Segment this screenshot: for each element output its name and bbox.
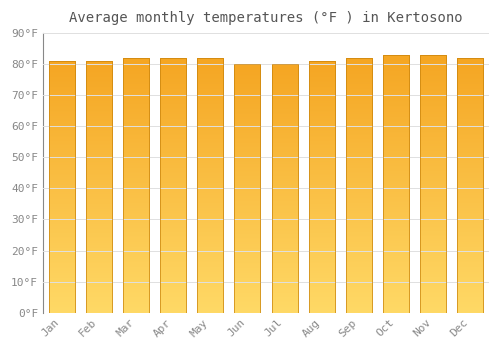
Bar [48,61,74,313]
Bar [458,58,483,313]
Bar [160,58,186,313]
Bar [383,55,409,313]
Bar [420,55,446,313]
Bar [308,61,334,313]
Bar [234,64,260,313]
Bar [197,58,223,313]
Bar [86,61,112,313]
Bar [272,64,297,313]
Bar [123,58,149,313]
Bar [346,58,372,313]
Title: Average monthly temperatures (°F ) in Kertosono: Average monthly temperatures (°F ) in Ke… [69,11,462,25]
